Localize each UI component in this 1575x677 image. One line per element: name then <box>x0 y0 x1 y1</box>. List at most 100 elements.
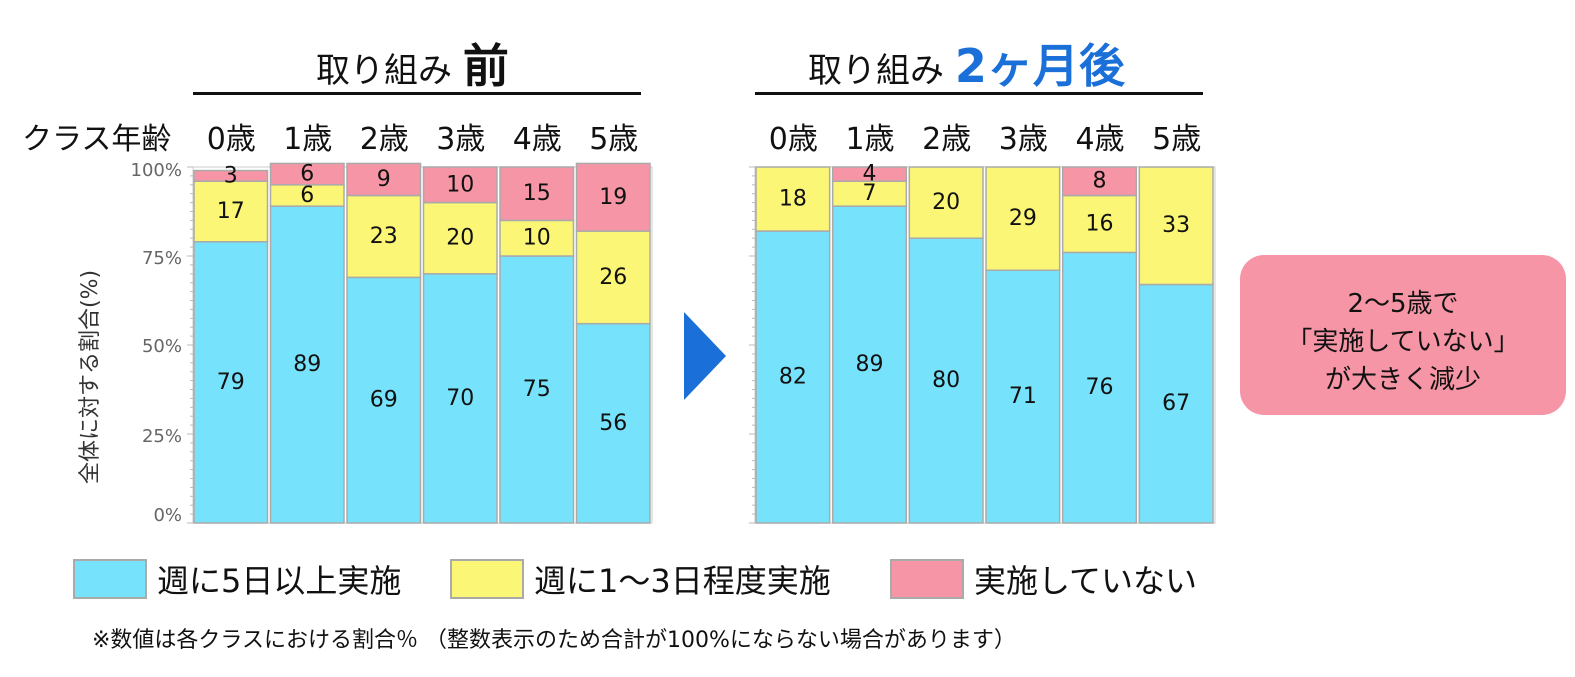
data-label-before-3-none: 10 <box>446 172 474 197</box>
bar-after-4-none <box>1061 166 1138 197</box>
callout-line-2: 「実施していない」 <box>1286 327 1520 357</box>
title-rule-after <box>755 92 1203 95</box>
col-label-after-3: 3歳 <box>998 122 1048 157</box>
bar-after-3-one-three <box>985 166 1061 271</box>
data-label-before-0-five-plus: 79 <box>217 370 245 395</box>
data-label-after-2-five-plus: 80 <box>932 368 960 393</box>
chart-title-after: 取り組み 2ヶ月後 <box>808 30 1125 96</box>
data-label-before-3-five-plus: 70 <box>446 386 474 411</box>
ytick-25: 25% <box>141 426 182 447</box>
col-label-before-2: 2歳 <box>359 122 409 157</box>
data-label-before-5-none: 19 <box>599 185 627 210</box>
data-label-before-4-none: 15 <box>523 181 551 206</box>
callout-line-3: が大きく減少 <box>1324 365 1481 395</box>
data-label-before-1-none: 6 <box>300 162 314 187</box>
footnote: ※数値は各クラスにおける割合％ （整数表示のため合計が100%にならない場合があ… <box>92 628 1016 653</box>
data-label-after-5-five-plus: 67 <box>1162 391 1190 416</box>
plot-frame-before <box>192 166 653 524</box>
summary-callout: 2〜5歳で 「実施していない」 が大きく減少 <box>1240 255 1566 415</box>
bar-before-5-none <box>575 162 651 232</box>
bar-after-5-five-plus <box>1138 283 1214 524</box>
ytick-100: 100% <box>130 160 182 181</box>
bar-before-0-none <box>193 169 269 182</box>
data-label-before-5-five-plus: 56 <box>599 411 627 436</box>
bar-after-4-one-three <box>1061 194 1138 254</box>
data-label-after-1-one-three: 7 <box>863 181 877 206</box>
bar-before-0-one-three <box>193 180 269 243</box>
legend-swatch-five-plus <box>73 559 147 599</box>
legend-label-five-plus: 週に5日以上実施 <box>157 562 402 600</box>
data-label-before-2-five-plus: 69 <box>370 388 398 413</box>
col-label-after-4: 4歳 <box>1075 122 1125 157</box>
legend-label-none: 実施していない <box>974 562 1198 600</box>
bar-before-2-five-plus <box>346 276 422 524</box>
data-label-before-2-one-three: 23 <box>370 224 398 249</box>
col-label-after-5: 5歳 <box>1152 122 1202 157</box>
col-label-after-2: 2歳 <box>922 122 972 157</box>
data-label-before-0-none: 3 <box>224 163 238 188</box>
col-label-before-3: 3歳 <box>436 122 486 157</box>
bar-after-5-one-three <box>1138 166 1214 286</box>
chart-title-before-highlight: 前 <box>462 39 509 93</box>
ytick-75: 75% <box>141 248 182 269</box>
chart-title-before: 取り組み 前 <box>316 30 509 96</box>
bar-before-3-none <box>422 166 498 204</box>
col-label-before-1: 1歳 <box>283 122 333 157</box>
bar-after-0-one-three <box>755 166 831 232</box>
data-label-before-3-one-three: 20 <box>446 226 474 251</box>
bar-after-1-five-plus <box>831 205 908 524</box>
legend-item-one-three: 週に1〜3日程度実施 <box>450 556 831 602</box>
bar-after-1-none <box>831 166 908 182</box>
data-label-after-2-one-three: 20 <box>932 190 960 215</box>
data-label-after-0-five-plus: 82 <box>779 365 807 390</box>
bar-before-2-none <box>346 162 422 197</box>
data-label-before-2-none: 9 <box>377 167 391 192</box>
plot-frame-after <box>754 166 1216 524</box>
data-label-before-0-one-three: 17 <box>217 199 245 224</box>
col-label-after-0: 0歳 <box>768 122 818 157</box>
data-label-after-4-five-plus: 76 <box>1086 375 1114 400</box>
chart-title-before-prefix: 取り組み <box>316 51 452 91</box>
callout-line-1: 2〜5歳で <box>1347 289 1459 319</box>
bar-after-0-five-plus <box>755 230 831 524</box>
bar-before-4-none <box>499 166 575 222</box>
data-label-before-4-five-plus: 75 <box>523 377 551 402</box>
bar-before-5-five-plus <box>575 322 651 524</box>
chart-title-after-highlight: 2ヶ月後 <box>954 39 1125 93</box>
title-rule-before <box>193 92 641 95</box>
bar-before-5-one-three <box>575 230 651 325</box>
col-label-before-0: 0歳 <box>206 122 256 157</box>
class-age-label: クラス年齢 <box>22 122 172 157</box>
bar-before-1-none <box>269 162 345 186</box>
data-label-after-1-none: 4 <box>863 162 877 187</box>
chart-title-after-prefix: 取り組み <box>808 51 944 91</box>
data-label-after-0-one-three: 18 <box>779 187 807 212</box>
data-label-after-4-none: 8 <box>1093 169 1107 194</box>
data-label-after-4-one-three: 16 <box>1086 211 1114 236</box>
col-label-before-4: 4歳 <box>512 122 562 157</box>
ytick-50: 50% <box>141 336 182 357</box>
data-label-before-4-one-three: 10 <box>523 226 551 251</box>
legend-swatch-one-three <box>450 559 524 599</box>
bar-before-1-five-plus <box>269 205 345 524</box>
bar-after-2-one-three <box>908 166 984 239</box>
bar-before-0-five-plus <box>193 241 269 524</box>
bar-after-4-five-plus <box>1061 251 1138 524</box>
arrow-right-icon <box>684 312 726 400</box>
bar-after-2-five-plus <box>908 237 984 524</box>
ytick-0: 0% <box>153 505 182 526</box>
col-label-after-1: 1歳 <box>845 122 895 157</box>
legend-swatch-none <box>890 559 964 599</box>
data-label-before-1-five-plus: 89 <box>293 352 321 377</box>
data-label-before-1-one-three: 6 <box>300 183 314 208</box>
data-label-after-3-five-plus: 71 <box>1009 384 1037 409</box>
legend-item-none: 実施していない <box>890 556 1197 602</box>
bar-before-4-one-three <box>499 219 575 257</box>
bar-before-3-one-three <box>422 201 498 275</box>
data-label-after-1-five-plus: 89 <box>856 352 884 377</box>
bar-after-3-five-plus <box>985 269 1061 524</box>
data-label-after-3-one-three: 29 <box>1009 206 1037 231</box>
legend-item-five-plus: 週に5日以上実施 <box>73 556 401 602</box>
data-label-after-5-one-three: 33 <box>1162 213 1190 238</box>
